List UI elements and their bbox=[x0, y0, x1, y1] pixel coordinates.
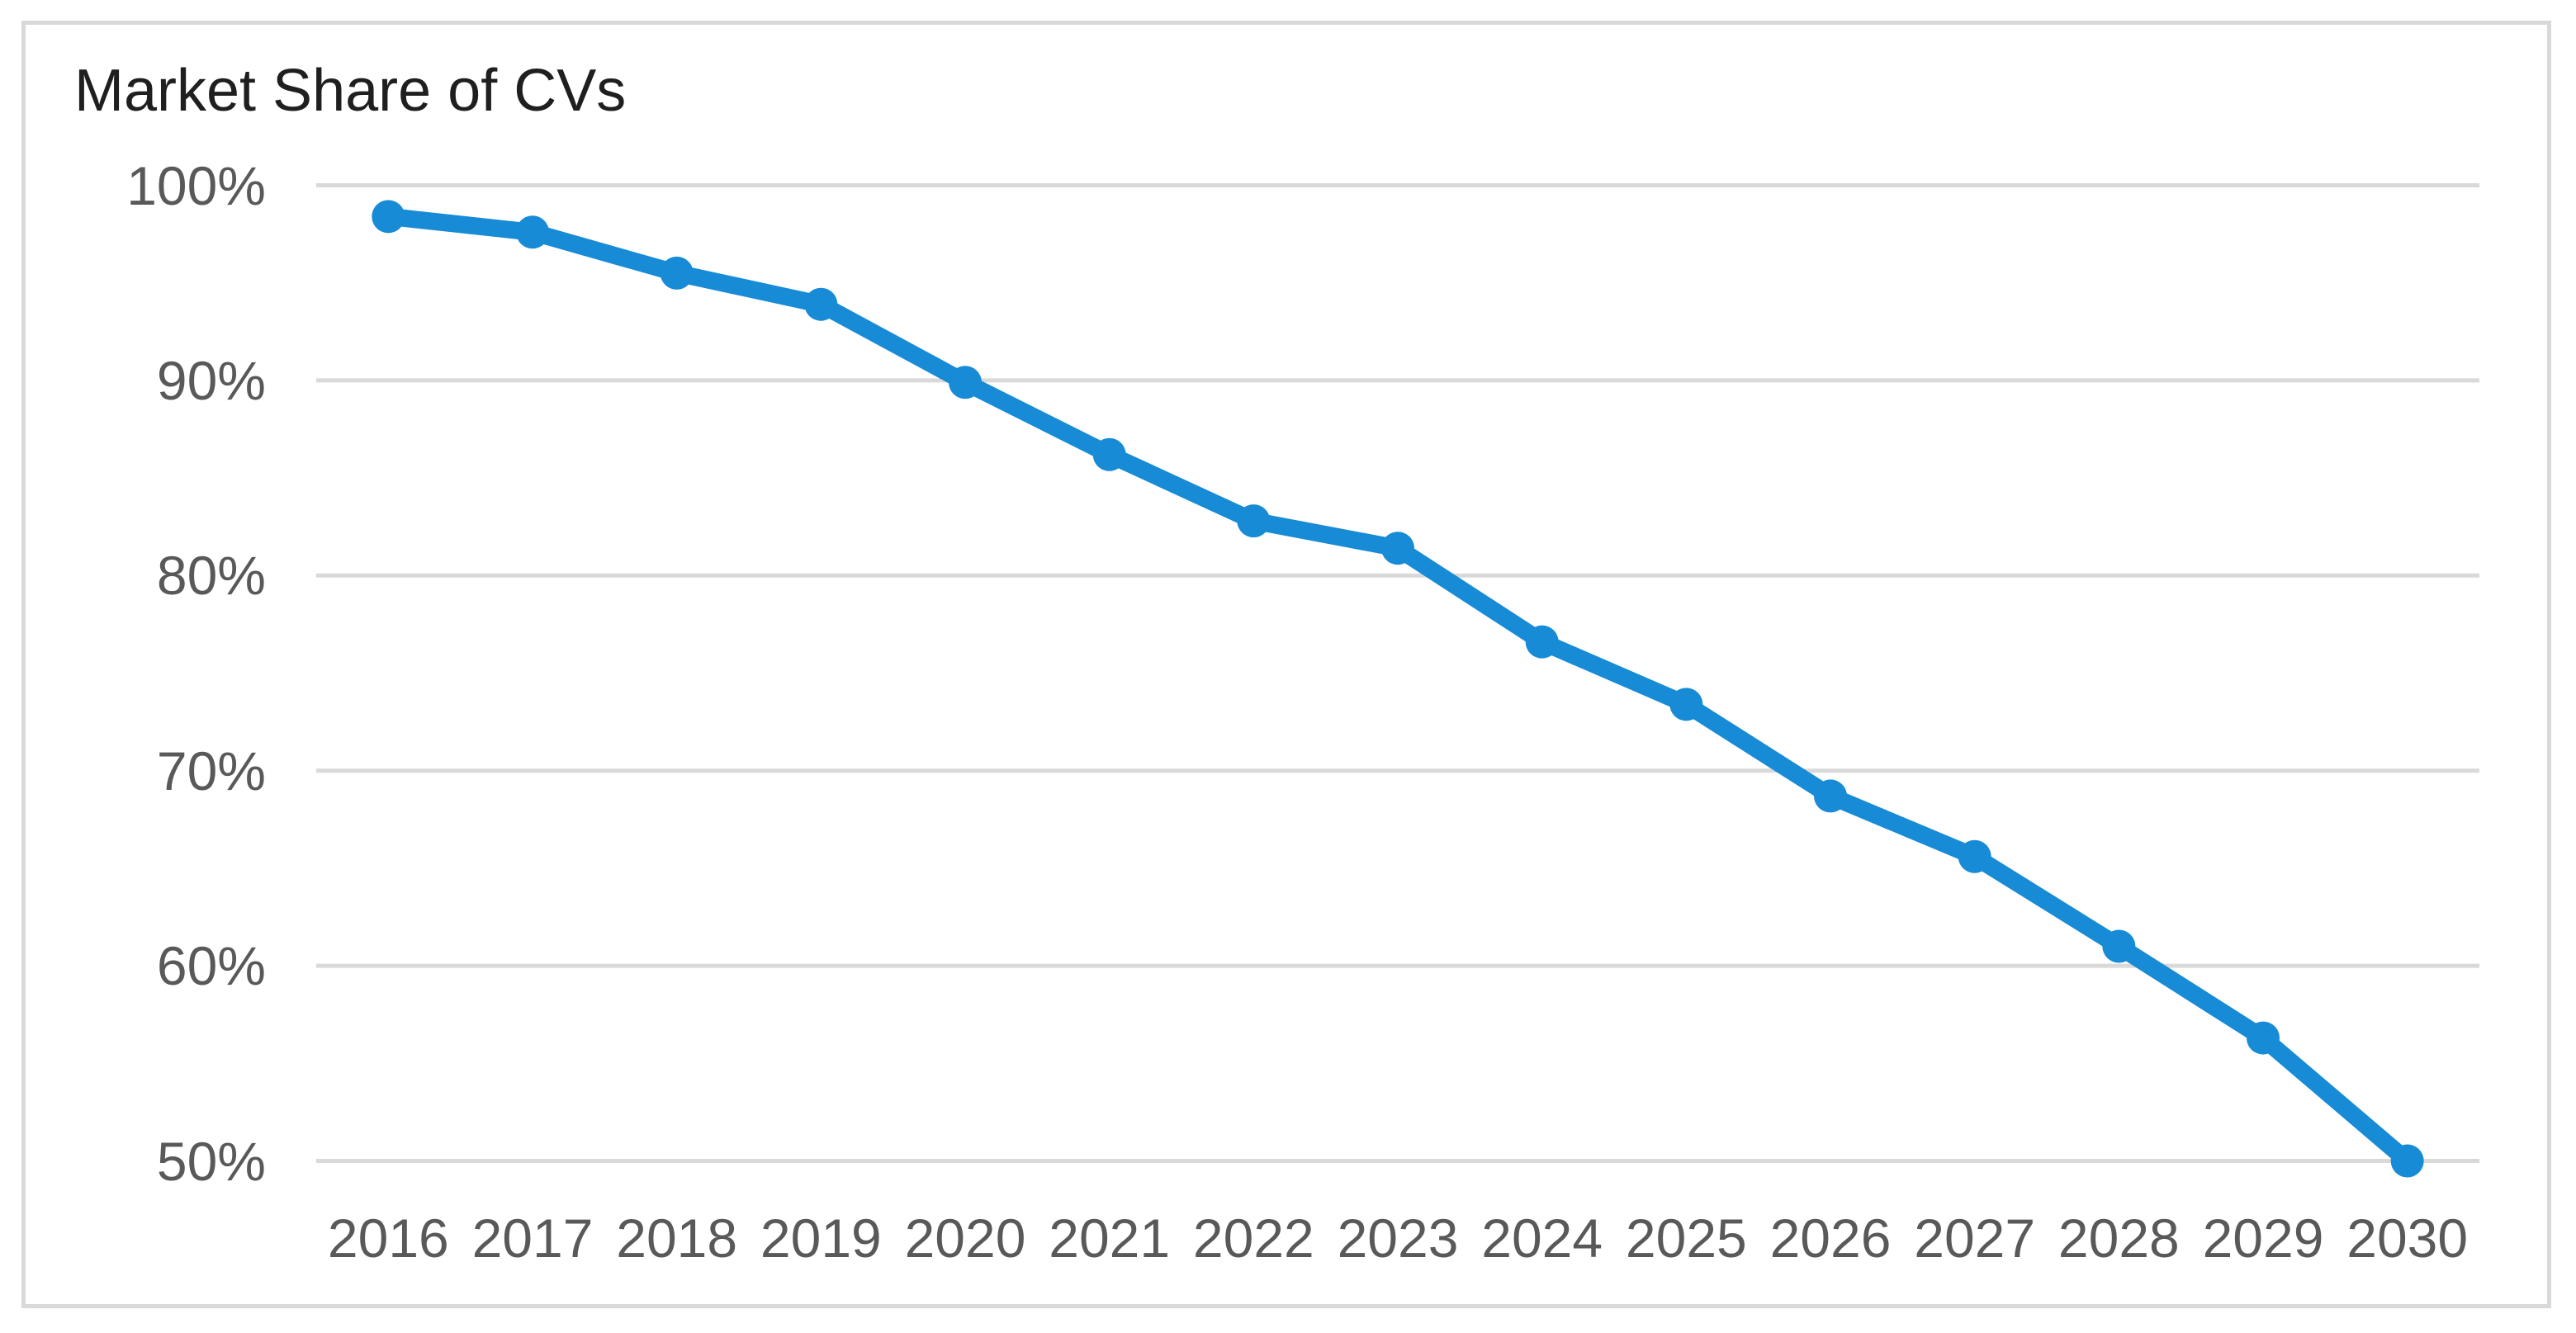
data-point-marker bbox=[372, 200, 405, 234]
x-axis-tick-label: 2020 bbox=[904, 1208, 1026, 1269]
chart-title: Market Share of CVs bbox=[74, 58, 627, 124]
data-point-marker bbox=[1092, 437, 1126, 471]
y-axis-tick-label: 100% bbox=[126, 154, 266, 216]
x-axis-tick-label: 2026 bbox=[1769, 1208, 1892, 1269]
x-axis-tick-label: 2023 bbox=[1337, 1208, 1459, 1269]
data-point-marker bbox=[660, 256, 694, 290]
data-point-marker bbox=[2102, 929, 2136, 963]
data-point-marker bbox=[2390, 1144, 2424, 1178]
data-point-marker bbox=[1669, 688, 1703, 721]
x-axis-tick-label: 2025 bbox=[1625, 1208, 1747, 1269]
data-point-marker bbox=[949, 366, 982, 399]
x-axis-tick-label: 2016 bbox=[327, 1208, 449, 1269]
x-axis-tick-label: 2029 bbox=[2202, 1208, 2324, 1269]
x-axis-tick-label: 2018 bbox=[616, 1208, 738, 1269]
data-point-marker bbox=[1237, 504, 1271, 538]
y-axis-tick-label: 70% bbox=[156, 740, 266, 801]
data-point-marker bbox=[1814, 779, 1847, 813]
x-axis-tick-label: 2030 bbox=[2346, 1208, 2469, 1269]
y-axis-tick-label: 80% bbox=[156, 545, 266, 607]
data-point-marker bbox=[804, 287, 838, 321]
data-point-marker bbox=[1525, 625, 1559, 659]
data-point-marker bbox=[1381, 532, 1414, 565]
chart-frame bbox=[21, 21, 2551, 1308]
x-axis-tick-label: 2017 bbox=[471, 1208, 594, 1269]
data-point-marker bbox=[516, 215, 549, 249]
x-axis-tick-label: 2027 bbox=[1914, 1208, 2036, 1269]
y-axis-tick-label: 50% bbox=[156, 1130, 266, 1192]
x-axis-tick-label: 2028 bbox=[2057, 1208, 2180, 1269]
x-axis-tick-label: 2019 bbox=[760, 1208, 882, 1269]
x-axis-tick-label: 2021 bbox=[1049, 1208, 1171, 1269]
x-axis-tick-label: 2022 bbox=[1192, 1208, 1314, 1269]
series-line bbox=[379, 207, 2417, 1170]
data-point-marker bbox=[2247, 1021, 2280, 1055]
y-axis-tick-label: 60% bbox=[156, 935, 266, 997]
data-point-marker bbox=[1958, 839, 1991, 873]
y-axis-tick-label: 90% bbox=[156, 349, 266, 411]
x-axis-tick-label: 2024 bbox=[1481, 1208, 1603, 1269]
